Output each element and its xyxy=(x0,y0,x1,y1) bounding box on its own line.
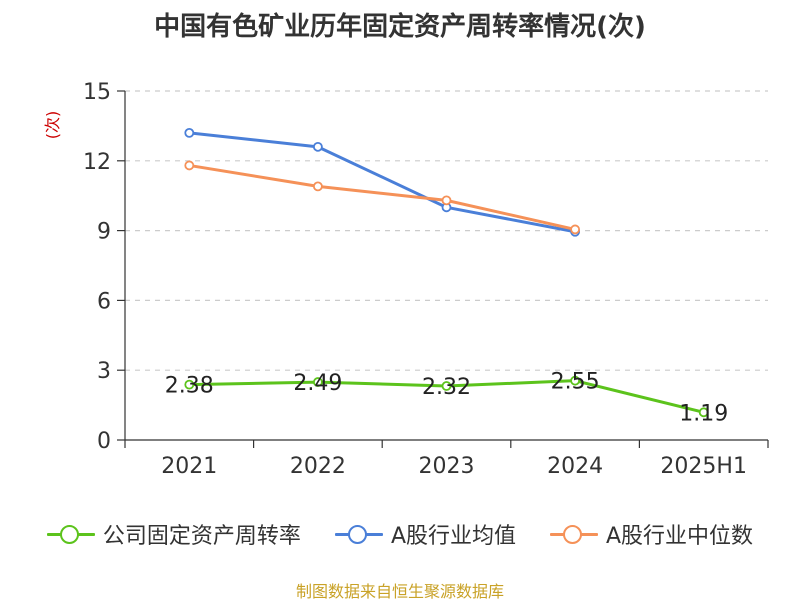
y-tick-label: 0 xyxy=(97,429,111,454)
legend-label: A股行业中位数 xyxy=(606,524,754,549)
data-point xyxy=(570,375,580,386)
legend-marker-icon xyxy=(334,524,383,544)
x-tick-label: 2024 xyxy=(547,454,603,479)
data-point xyxy=(570,224,580,235)
data-label: 1.19 xyxy=(679,401,728,426)
series-line-2 xyxy=(189,163,576,231)
data-point xyxy=(312,377,323,387)
data-point xyxy=(312,181,323,192)
legend-marker-icon xyxy=(46,524,95,544)
data-point xyxy=(441,195,452,206)
chart-legend: 公司固定资产周转率 A股行业均值 A股行业中位数 xyxy=(0,518,800,550)
data-point xyxy=(184,160,195,171)
legend-marker-icon xyxy=(550,524,598,544)
series-line-1 xyxy=(189,131,576,234)
y-axis-label: (次) xyxy=(43,111,62,140)
y-tick-label: 9 xyxy=(97,220,111,245)
data-label: 2.32 xyxy=(422,375,471,400)
y-tick-label: 15 xyxy=(83,80,111,105)
data-point xyxy=(312,141,323,152)
data-point xyxy=(184,127,195,138)
data-label: 2.38 xyxy=(165,374,214,399)
y-tick-label: 3 xyxy=(97,359,111,384)
legend-item: A股行业均值 xyxy=(334,518,516,550)
data-label: 2.49 xyxy=(293,371,342,396)
legend-item: 公司固定资产周转率 xyxy=(46,518,301,550)
legend-label: 公司固定资产周转率 xyxy=(102,524,301,549)
data-point xyxy=(441,381,452,391)
x-tick-label: 2021 xyxy=(161,454,217,479)
y-tick-label: 6 xyxy=(97,289,111,314)
data-point xyxy=(698,407,709,418)
x-tick-label: 2025H1 xyxy=(660,454,747,479)
x-tick-label: 2022 xyxy=(290,454,346,479)
legend-item: A股行业中位数 xyxy=(550,518,753,550)
x-tick-label: 2023 xyxy=(419,454,475,479)
chart-title: 中国有色矿业历年固定资产周转率情况(次) xyxy=(154,12,646,42)
data-point xyxy=(184,379,195,390)
y-tick-label: 12 xyxy=(83,150,111,175)
data-label: 2.55 xyxy=(551,370,600,395)
source-note: 制图数据来自恒生聚源数据库 xyxy=(295,582,504,601)
line-chart: 0 3 6 9 12 15 2021 2022 2023 2024 2025H1 (次) 2.38 2.4… xyxy=(43,80,769,479)
legend-label: A股行业均值 xyxy=(390,524,516,549)
